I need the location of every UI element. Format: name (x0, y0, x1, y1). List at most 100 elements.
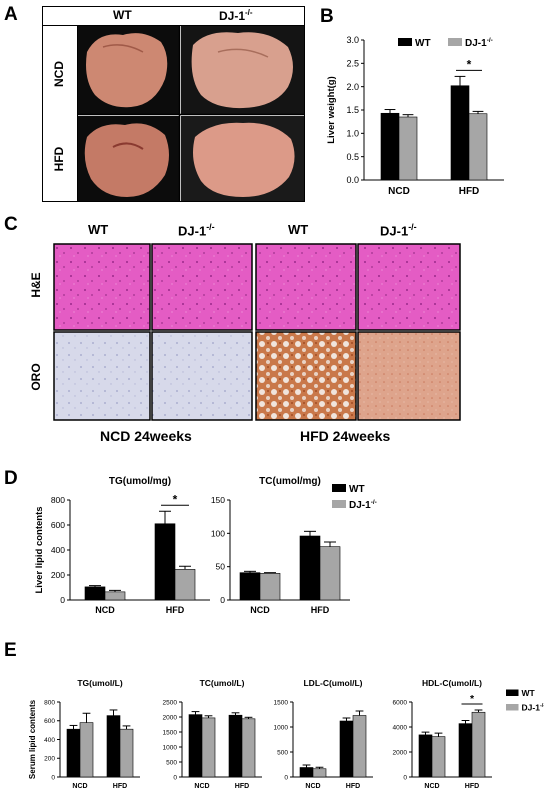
bar (300, 536, 320, 600)
legend-swatch (398, 38, 412, 46)
liver-photos (43, 7, 304, 201)
y-tick-label: 0 (60, 595, 65, 605)
bar (469, 114, 487, 180)
bar (107, 716, 120, 777)
significance-star: * (173, 492, 178, 506)
histo-header-ko-ncd: DJ-1-/- (178, 222, 215, 238)
bar (85, 587, 105, 600)
y-tick-label: 1500 (163, 729, 178, 736)
legend-swatch (506, 704, 519, 711)
y-tick-label: 200 (51, 570, 65, 580)
y-tick-label: 1000 (274, 724, 289, 731)
chart-title: TG(umol/L) (77, 678, 122, 688)
legend-label: DJ-1-/- (465, 37, 493, 49)
panel-e-letter: E (4, 640, 17, 662)
y-tick-label: 1.5 (346, 105, 359, 115)
group-label-hfd: HFD 24weeks (300, 428, 390, 444)
significance-star: * (467, 57, 472, 71)
x-category-label: HFD (459, 186, 480, 197)
y-tick-label: 100 (211, 528, 225, 538)
bar (175, 569, 195, 600)
y-tick-label: 200 (44, 756, 55, 763)
y-tick-label: 1000 (163, 744, 178, 751)
y-tick-label: 0 (403, 774, 407, 781)
histology-figure: WT DJ-1-/- WT DJ-1-/- H&E ORO (30, 220, 510, 450)
y-tick-label: 1500 (274, 699, 289, 706)
histology-images (54, 244, 464, 424)
y-tick-label: 400 (44, 737, 55, 744)
legend-label: WT (415, 38, 431, 49)
y-tick-label: 1.0 (346, 128, 359, 138)
histo-ko-ncd-label: DJ-1 (178, 223, 206, 238)
bar (353, 716, 366, 778)
y-tick-label: 0 (51, 774, 55, 781)
legend-label-superscript: -/- (487, 37, 493, 44)
bar (381, 113, 399, 180)
x-category-label: HFD (166, 605, 185, 615)
bar (202, 718, 215, 777)
y-tick-label: 500 (277, 749, 288, 756)
x-category-label: HFD (311, 605, 330, 615)
histo-header-wt-hfd: WT (288, 222, 308, 237)
bar (459, 724, 472, 777)
y-tick-label: 0.0 (346, 175, 359, 185)
y-tick-label: 50 (216, 562, 226, 572)
chart-liver-tc: 0 50 100 150 NCD HFD TC(umol/mg) WT DJ-1-/- (200, 470, 390, 620)
x-category-label: HFD (113, 783, 127, 790)
y-tick-label: 2.5 (346, 58, 359, 68)
x-category-label: NCD (95, 605, 115, 615)
x-category-label: NCD (250, 605, 270, 615)
x-category-label: HFD (346, 783, 360, 790)
y-tick-label: 0 (284, 774, 288, 781)
x-category-label: NCD (72, 783, 87, 790)
chart-title: TG(umol/mg) (109, 476, 171, 487)
y-tick-label: 400 (51, 545, 65, 555)
bar (313, 769, 326, 777)
y-tick-label: 0 (220, 595, 225, 605)
bar (80, 723, 93, 777)
bar (155, 524, 175, 600)
histo-header-ko-hfd: DJ-1-/- (380, 222, 417, 238)
x-category-label: NCD (305, 783, 320, 790)
y-axis-label: Liver lipid contents (34, 506, 45, 593)
legend-label-superscript: -/- (540, 703, 544, 709)
y-tick-label: 2000 (163, 714, 178, 721)
bar (340, 721, 353, 777)
y-tick-label: 150 (211, 495, 225, 505)
legend-label: DJ-1-/- (349, 499, 377, 511)
y-tick-label: 800 (44, 699, 55, 706)
he-hfd-wt (256, 244, 356, 330)
y-tick-label: 600 (44, 718, 55, 725)
bar (472, 712, 485, 777)
liver-photo-grid: WT DJ-1-/- NCD HFD (42, 6, 305, 202)
legend-label: WT (349, 484, 365, 495)
y-tick-label: 4000 (393, 724, 408, 731)
legend-swatch (332, 484, 346, 492)
bar (105, 592, 125, 600)
chart-title: TC(umol/mg) (259, 476, 321, 487)
row-label-oro: ORO (29, 357, 43, 397)
legend-swatch (506, 690, 519, 697)
bar (399, 117, 417, 180)
panel-d-letter: D (4, 468, 18, 490)
bar (300, 768, 313, 778)
he-hfd-ko (358, 244, 460, 330)
y-tick-label: 2000 (393, 749, 408, 756)
y-tick-label: 600 (51, 520, 65, 530)
bar (432, 737, 445, 777)
chart-liver-tg: 0 200 400 600 800 NCD HFD *TG(umol/mg) Liver lip… (30, 470, 220, 620)
chart-title: TC(umol/L) (200, 678, 245, 688)
bar (67, 729, 80, 777)
he-ncd-ko (152, 244, 252, 330)
bar (240, 573, 260, 600)
y-tick-label: 3.0 (346, 35, 359, 45)
oro-ncd-wt (54, 332, 150, 420)
bar (120, 729, 133, 777)
y-tick-label: 800 (51, 495, 65, 505)
panel-c-letter: C (4, 214, 18, 236)
y-tick-label: 6000 (393, 699, 408, 706)
